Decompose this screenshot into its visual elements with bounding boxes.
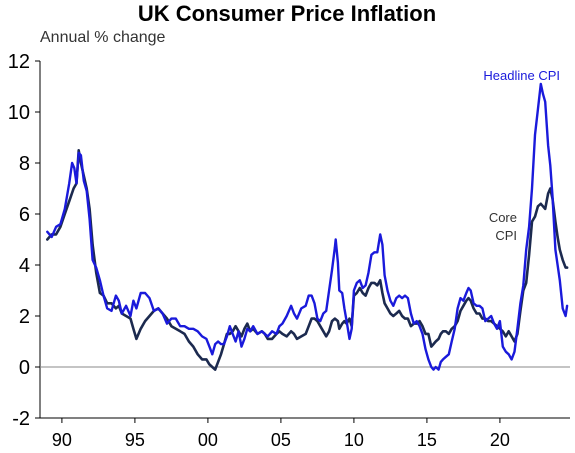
x-tick-label: 00 <box>198 430 218 450</box>
y-tick-label: -2 <box>12 408 30 430</box>
chart-title: UK Consumer Price Inflation <box>138 1 436 26</box>
core-cpi-line <box>46 149 569 371</box>
x-tick-label: 15 <box>417 430 437 450</box>
y-tick-label: 4 <box>19 255 30 277</box>
headline-cpi-line <box>46 82 569 371</box>
core-cpi-label-line2: CPI <box>495 228 517 243</box>
series-lines <box>46 82 569 371</box>
chart-subtitle: Annual % change <box>40 29 166 46</box>
y-tick-label: 10 <box>8 102 30 124</box>
x-tick-label: 05 <box>271 430 291 450</box>
y-tick-label: 12 <box>8 51 30 73</box>
x-tick-label: 20 <box>490 430 510 450</box>
x-tick-label: 10 <box>344 430 364 450</box>
y-tick-label: 0 <box>19 357 30 379</box>
y-tick-label: 2 <box>19 306 30 328</box>
axes <box>35 60 570 423</box>
headline-cpi-label: Headline CPI <box>483 68 560 83</box>
tick-labels: -2 0 2 4 6 8 10 12 90 95 00 05 10 15 20 <box>8 51 510 450</box>
x-tick-label: 95 <box>125 430 145 450</box>
y-tick-label: 8 <box>19 153 30 175</box>
x-tick-label: 90 <box>52 430 72 450</box>
core-cpi-label-line1: Core <box>489 210 517 225</box>
y-tick-label: 6 <box>19 204 30 226</box>
